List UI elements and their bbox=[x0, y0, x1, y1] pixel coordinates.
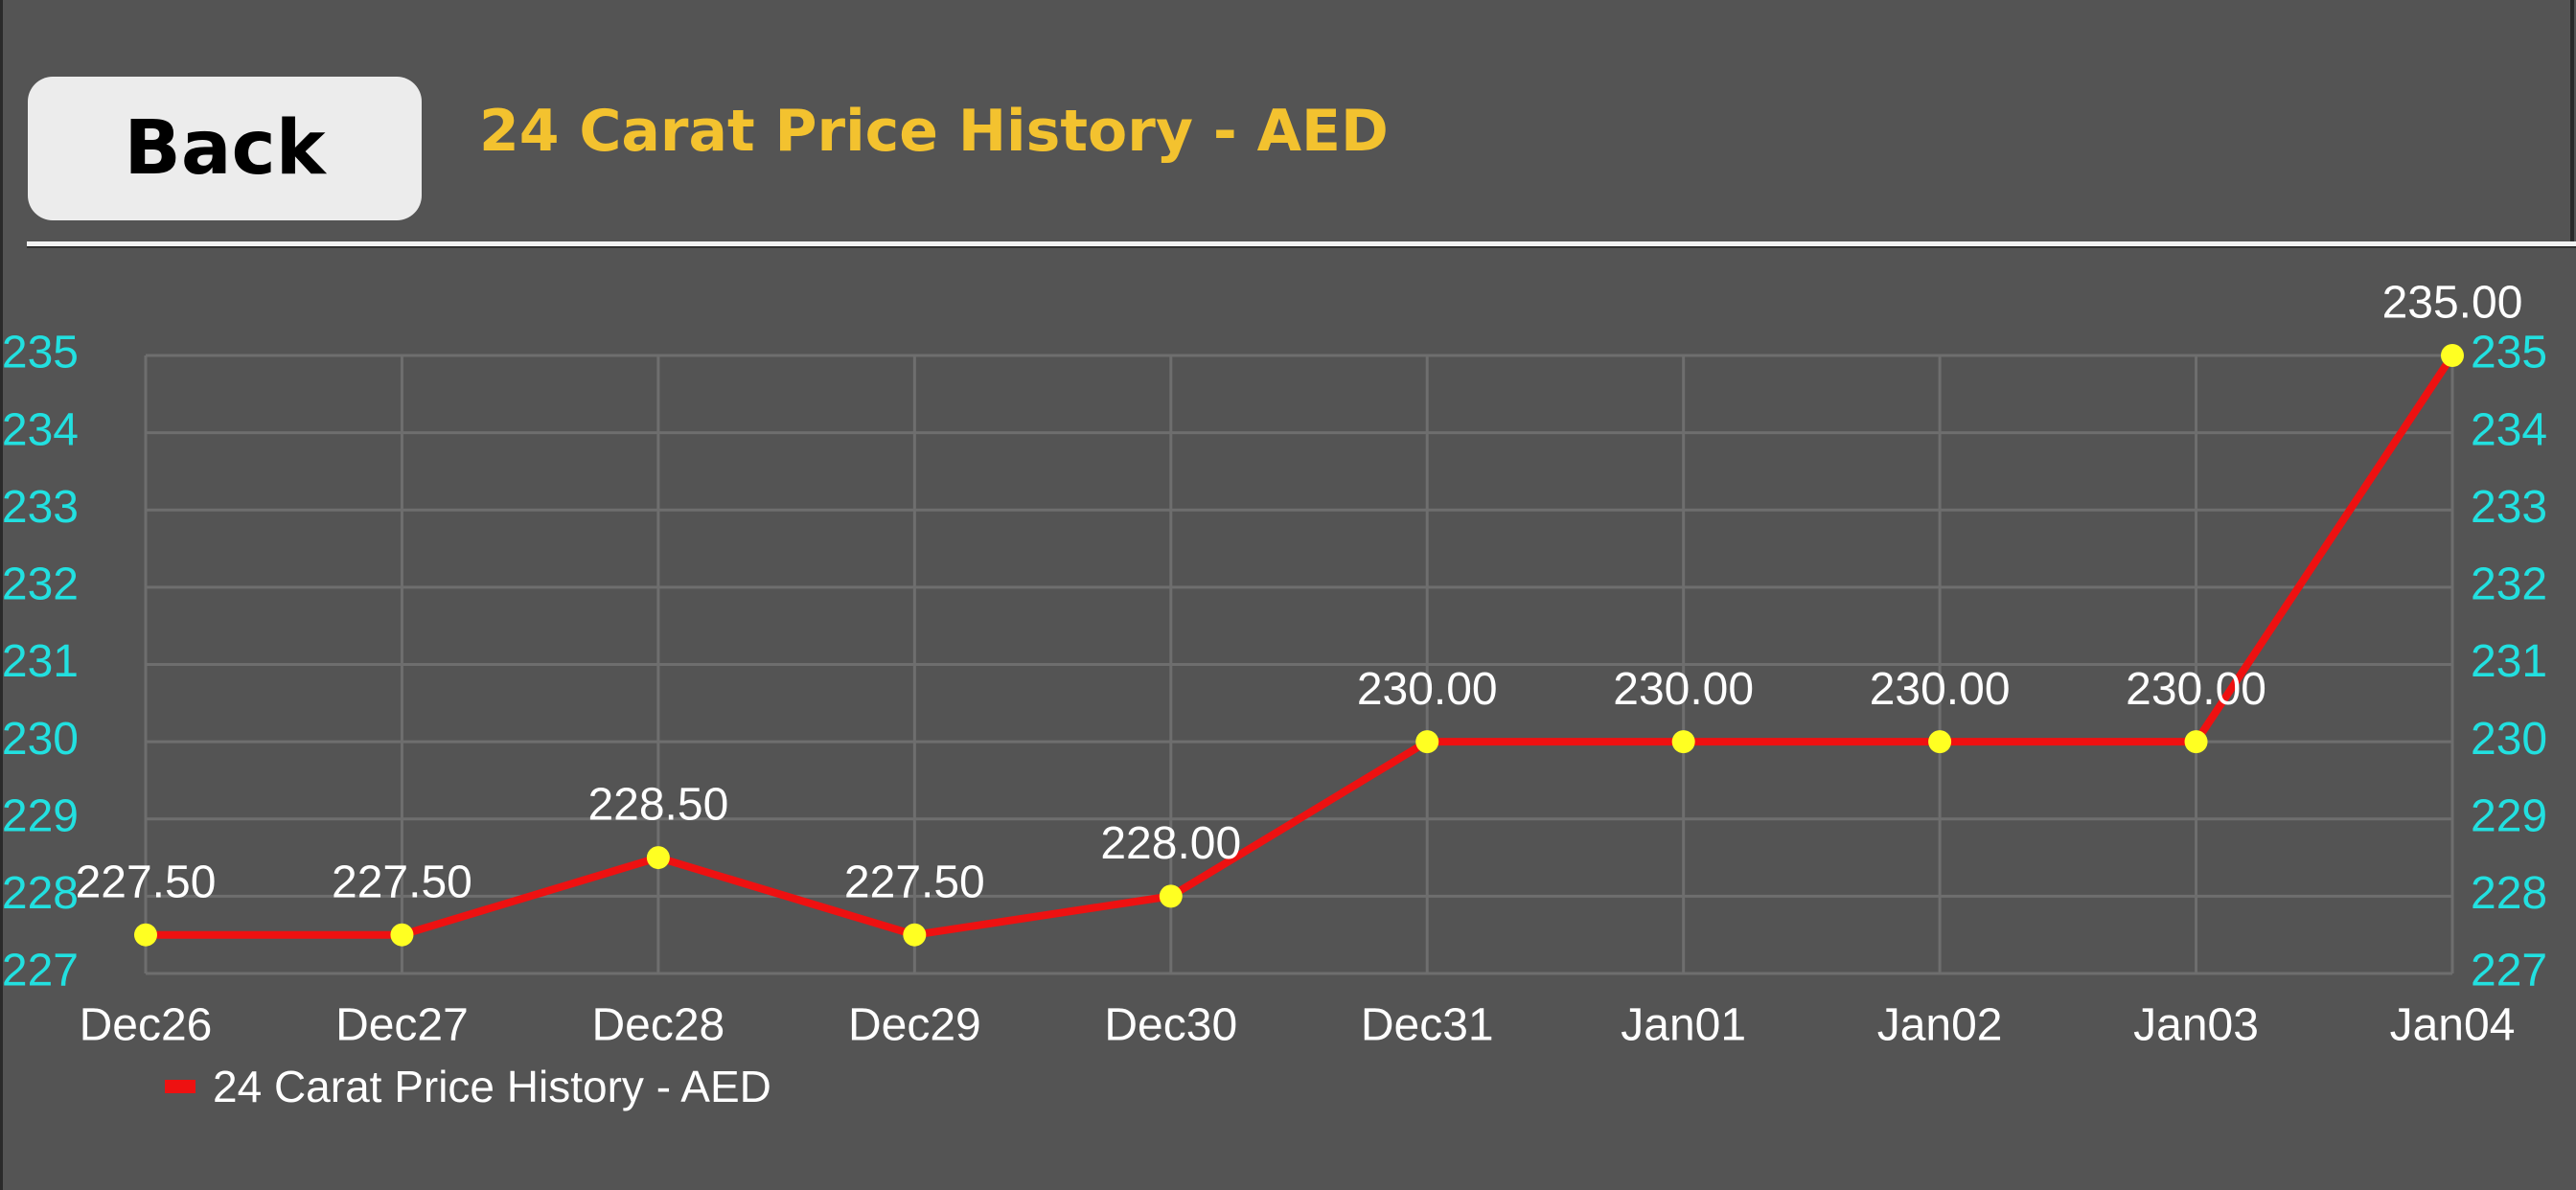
x-axis-tick-label: Jan04 bbox=[2390, 1000, 2516, 1051]
data-point bbox=[1159, 884, 1183, 908]
y-axis-left-tick-label: 230 bbox=[2, 714, 79, 765]
x-axis-tick-label: Dec29 bbox=[848, 1000, 981, 1051]
data-label: 230.00 bbox=[1613, 664, 1754, 715]
x-axis-tick-label: Jan03 bbox=[2133, 1000, 2259, 1051]
window-edge bbox=[2570, 0, 2574, 244]
y-axis-right-tick-label: 229 bbox=[2471, 790, 2547, 841]
legend-label: 24 Carat Price History - AED bbox=[213, 1062, 771, 1111]
y-axis-left-tick-label: 235 bbox=[2, 328, 79, 378]
data-label: 230.00 bbox=[2126, 664, 2266, 715]
data-point bbox=[646, 846, 670, 870]
y-axis-left-tick-label: 231 bbox=[2, 636, 79, 687]
y-axis-left-tick-label: 232 bbox=[2, 560, 79, 610]
data-label: 227.50 bbox=[76, 857, 217, 907]
data-point bbox=[390, 923, 414, 947]
y-axis-right-tick-label: 230 bbox=[2471, 714, 2547, 765]
data-label: 230.00 bbox=[1870, 664, 2011, 715]
x-axis-tick-label: Dec31 bbox=[1361, 1000, 1494, 1051]
y-axis-right-tick-label: 232 bbox=[2471, 560, 2547, 610]
x-axis-tick-label: Jan01 bbox=[1621, 1000, 1746, 1051]
y-axis-right-tick-label: 235 bbox=[2471, 328, 2547, 378]
header-divider bbox=[27, 241, 2576, 246]
header-bar: Back 24 Carat Price History - AED bbox=[0, 0, 2576, 241]
legend-swatch bbox=[165, 1080, 196, 1093]
price-history-chart: 227 227 228 228 229 229 230 230 231 231 232 232 233 2… bbox=[2, 278, 2547, 1111]
data-point bbox=[1671, 730, 1695, 754]
page-title: 24 Carat Price History - AED bbox=[479, 98, 1389, 165]
data-point bbox=[1415, 730, 1439, 754]
window-edge bbox=[0, 0, 3, 1190]
x-axis-tick-label: Dec26 bbox=[80, 1000, 213, 1051]
data-point bbox=[2184, 730, 2208, 754]
x-axis-tick-label: Dec28 bbox=[592, 1000, 725, 1051]
x-axis-tick-label: Dec27 bbox=[335, 1000, 469, 1051]
y-axis-left-tick-label: 234 bbox=[2, 404, 79, 455]
chart-area: 227 227 228 228 229 229 230 230 231 231 232 232 233 2… bbox=[0, 247, 2576, 1190]
y-axis-right-tick-label: 231 bbox=[2471, 636, 2547, 687]
data-point bbox=[903, 923, 927, 947]
x-axis-tick-label: Dec30 bbox=[1104, 1000, 1237, 1051]
back-button[interactable]: Back bbox=[28, 77, 422, 220]
x-axis-tick-label: Jan02 bbox=[1877, 1000, 2003, 1051]
data-label: 230.00 bbox=[1357, 664, 1498, 715]
y-axis-right-tick-label: 227 bbox=[2471, 946, 2547, 996]
data-label: 228.50 bbox=[587, 780, 728, 831]
y-axis-right-tick-label: 228 bbox=[2471, 868, 2547, 919]
y-axis-left-tick-label: 233 bbox=[2, 482, 79, 533]
data-label: 228.00 bbox=[1100, 818, 1241, 869]
data-label: 227.50 bbox=[332, 857, 472, 907]
data-point bbox=[1928, 730, 1952, 754]
y-axis-left-tick-label: 228 bbox=[2, 868, 79, 919]
data-point bbox=[2441, 344, 2464, 367]
y-axis-right-tick-label: 234 bbox=[2471, 404, 2547, 455]
data-label: 235.00 bbox=[2382, 278, 2523, 329]
y-axis-left-tick-label: 227 bbox=[2, 946, 79, 996]
series-line bbox=[146, 353, 2456, 939]
data-label: 227.50 bbox=[844, 857, 985, 907]
data-point bbox=[134, 923, 157, 947]
y-axis-left-tick-label: 229 bbox=[2, 790, 79, 841]
y-axis-right-tick-label: 233 bbox=[2471, 482, 2547, 533]
